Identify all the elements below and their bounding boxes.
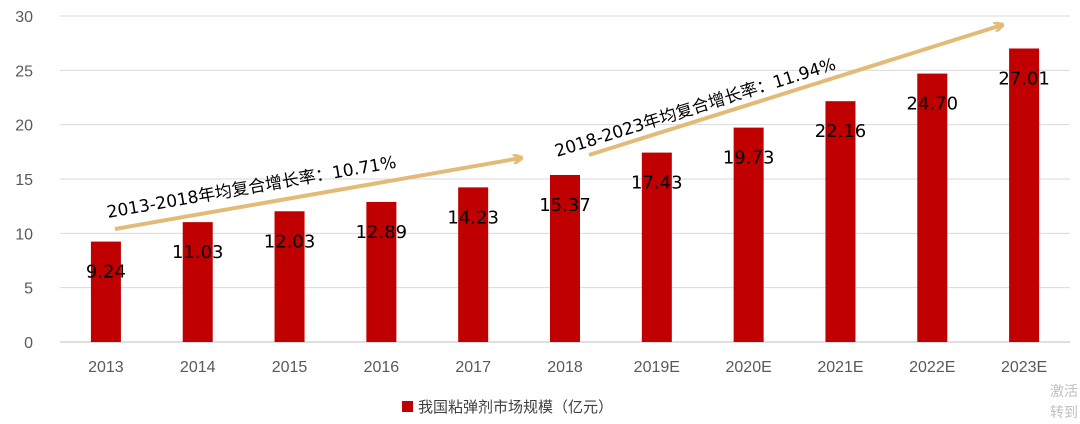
x-tick-label: 2015 [272,359,308,376]
x-tick-label: 2016 [364,359,400,376]
growth-arrow [588,25,1002,157]
bar [733,127,764,342]
watermark-line-1: 激活 [1050,384,1078,400]
data-label: 22.16 [815,121,867,142]
x-tick-label: 2017 [455,359,491,376]
bar [458,187,489,342]
watermark: 激活 转到 [1050,382,1078,424]
growth-arrow [114,158,521,231]
bar [641,152,672,342]
x-tick-label: 2014 [180,359,216,376]
data-label: 15.37 [539,195,591,216]
bar [182,222,213,342]
data-label: 9.24 [86,262,126,283]
bar [274,211,305,342]
data-label: 12.89 [356,222,408,243]
x-axis: 2013 2014 2015 2016 2017 2018 2019E 2020E 2021E 2… [88,359,1047,376]
data-label: 14.23 [447,207,499,228]
data-label: 19.73 [723,148,775,169]
data-label: 11.03 [172,242,224,263]
bar [550,174,580,342]
y-tick-label: 5 [24,281,33,298]
legend: 我国粘弹剂市场规模（亿元） [402,396,613,417]
bar [90,241,121,342]
data-labels: 9.24 11.03 12.03 12.89 14.23 15.37 17.43 19.73 2… [86,68,1050,282]
y-tick-label: 0 [24,335,33,352]
bar [366,201,397,342]
bar-series [90,48,1040,343]
legend-swatch [402,401,413,412]
x-tick-label: 2021E [817,359,863,376]
bar [917,73,948,343]
y-tick-label: 15 [15,172,33,189]
x-tick-label: 2023E [1001,359,1047,376]
y-tick-label: 25 [15,63,33,80]
bar [1009,48,1040,342]
y-tick-label: 20 [15,118,33,135]
x-tick-label: 2022E [909,359,955,376]
x-tick-label: 2020E [726,359,772,376]
x-tick-label: 2018 [547,359,583,376]
y-axis: 0 5 10 15 20 25 30 [15,9,33,352]
x-tick-label: 2019E [634,359,680,376]
y-tick-label: 30 [15,9,33,26]
data-label: 24.70 [907,94,959,115]
data-label: 12.03 [264,231,316,252]
y-tick-label: 10 [15,226,33,243]
x-tick-label: 2013 [88,359,124,376]
data-label: 17.43 [631,173,683,194]
watermark-line-2: 转到 [1050,405,1078,421]
legend-label: 我国粘弹剂市场规模（亿元） [418,398,614,416]
data-label: 27.01 [998,68,1050,89]
bar [825,101,856,342]
